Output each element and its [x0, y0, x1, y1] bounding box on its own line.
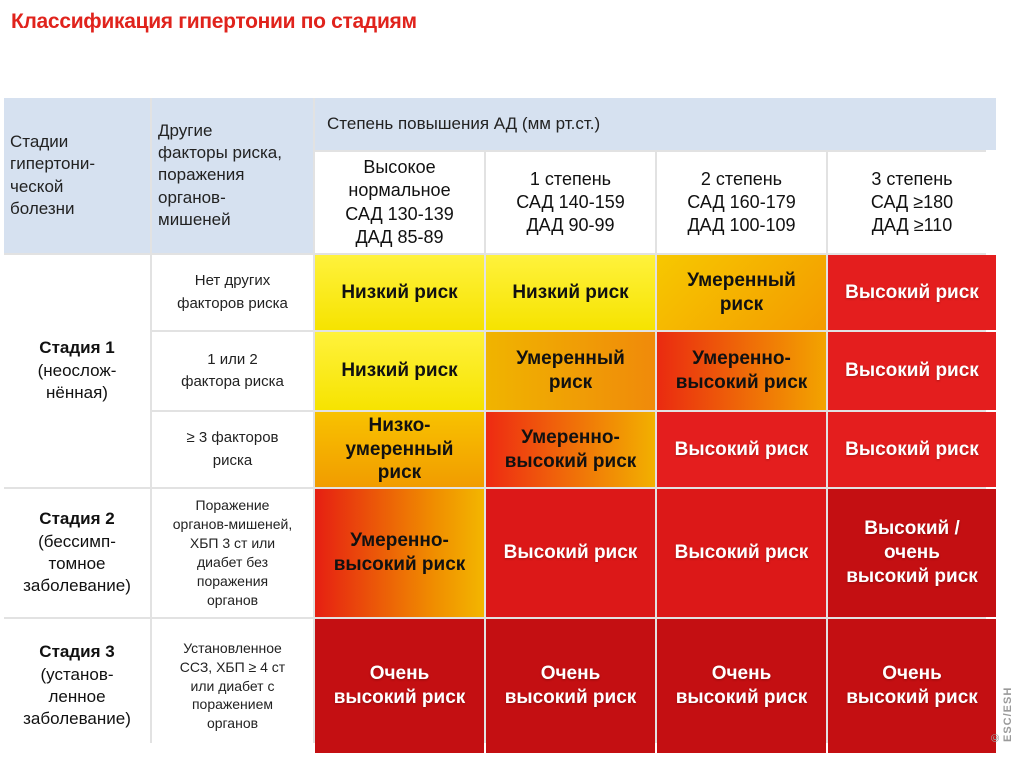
- stage-2-title: Стадия 2: [39, 509, 115, 529]
- header-bp-degree: Степень повышения АД (мм рт.ст.): [315, 98, 996, 150]
- risk-cell: Высокий / очень высокий риск: [828, 489, 996, 617]
- grade-2: 2 степень САД 160-179 ДАД 100-109: [657, 152, 826, 253]
- stage-2-subtitle: (бессимп- томное заболевание): [23, 531, 131, 596]
- stage-3-subtitle: (установ- ленное заболевание): [23, 664, 131, 729]
- factor-1-2: 1 или 2 фактора риска: [152, 332, 313, 410]
- risk-cell: Высокий риск: [828, 332, 996, 410]
- risk-cell: Низко- умеренный риск: [315, 412, 484, 487]
- risk-cell: Высокий риск: [828, 412, 996, 487]
- risk-cell: Очень высокий риск: [486, 619, 655, 753]
- risk-cell: Высокий риск: [828, 255, 996, 330]
- risk-cell: Низкий риск: [486, 255, 655, 330]
- stage-1-label: Стадия 1 (неослож- нённая): [4, 255, 150, 487]
- risk-cell: Высокий риск: [657, 489, 826, 617]
- grade-high-normal: Высокое нормальное САД 130-139 ДАД 85-89: [315, 152, 484, 253]
- header-factors: Другие факторы риска, поражения органов-…: [152, 98, 313, 253]
- risk-cell: Высокий риск: [657, 412, 826, 487]
- copyright-watermark: © ESC/ESH 2018: [990, 686, 1014, 742]
- risk-cell: Умеренно- высокий риск: [486, 412, 655, 487]
- risk-cell: Умеренный риск: [486, 332, 655, 410]
- risk-cell: Высокий риск: [486, 489, 655, 617]
- risk-cell: Умеренно- высокий риск: [315, 489, 484, 617]
- risk-cell: Очень высокий риск: [657, 619, 826, 753]
- classification-table: Стадии гипертони- ческой болезни Другие …: [4, 98, 996, 753]
- header-stages: Стадии гипертони- ческой болезни: [4, 98, 150, 253]
- stage-2-label: Стадия 2 (бессимп- томное заболевание): [4, 489, 150, 617]
- factor-organ-damage: Поражение органов-мишеней, ХБП 3 ст или …: [152, 489, 313, 617]
- risk-cell: Низкий риск: [315, 332, 484, 410]
- grade-1: 1 степень САД 140-159 ДАД 90-99: [486, 152, 655, 253]
- risk-cell: Очень высокий риск: [828, 619, 996, 753]
- factor-established-cvd: Установленное ССЗ, ХБП ≥ 4 ст или диабет…: [152, 619, 313, 753]
- stage-3-title: Стадия 3: [39, 642, 115, 662]
- page-title: Классификация гипертонии по стадиям: [11, 10, 417, 33]
- factor-3-plus: ≥ 3 факторов риска: [152, 412, 313, 487]
- risk-cell: Умеренный риск: [657, 255, 826, 330]
- risk-cell: Низкий риск: [315, 255, 484, 330]
- risk-cell: Умеренно- высокий риск: [657, 332, 826, 410]
- stage-3-label: Стадия 3 (установ- ленное заболевание): [4, 619, 150, 753]
- factor-none: Нет других факторов риска: [152, 255, 313, 330]
- grade-3: 3 степень САД ≥180 ДАД ≥110: [828, 152, 996, 253]
- stage-1-subtitle: (неослож- нённая): [37, 360, 117, 403]
- risk-cell: Очень высокий риск: [315, 619, 484, 753]
- stage-1-title: Стадия 1: [39, 338, 115, 358]
